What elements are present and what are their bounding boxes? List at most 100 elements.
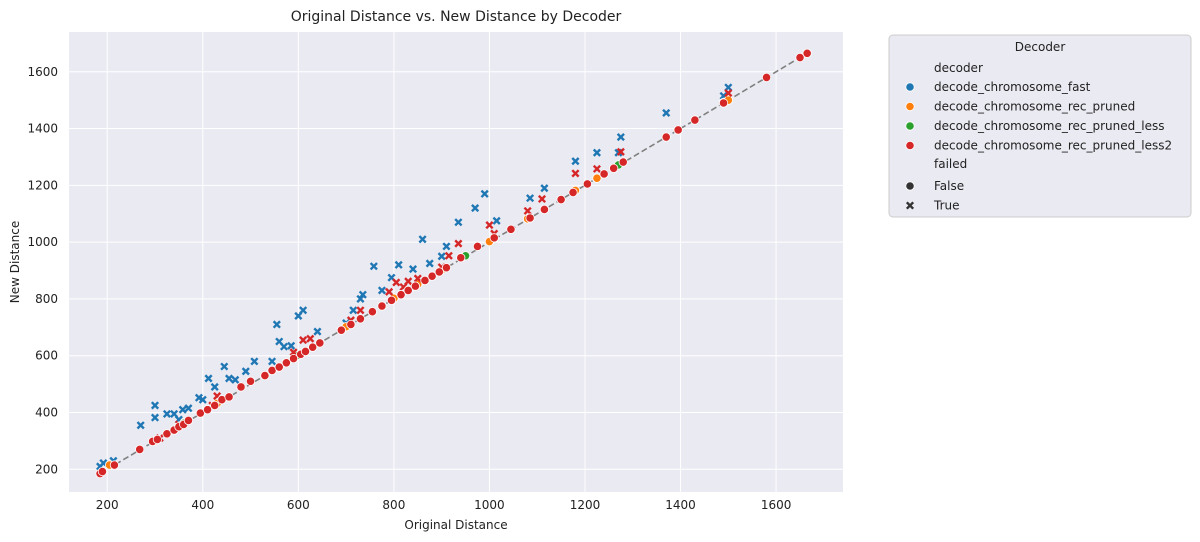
point-passed	[795, 52, 805, 63]
point-failed	[377, 286, 386, 295]
point-failed	[225, 374, 234, 383]
point-passed	[592, 173, 602, 183]
point-failed	[198, 395, 207, 404]
point-failed	[150, 413, 160, 422]
chart-title: Original Distance vs. New Distance by De…	[291, 9, 622, 25]
point-failed	[369, 262, 378, 271]
point-passed	[472, 241, 483, 251]
x-tick-label: 800	[382, 498, 405, 512]
point-passed	[315, 338, 325, 348]
legend-style-entries: False True	[905, 179, 964, 213]
x-tick-label: 600	[287, 498, 310, 512]
point-passed	[210, 400, 220, 410]
point-passed	[403, 285, 413, 295]
y-tick-label: 1400	[27, 122, 58, 136]
point-passed	[673, 125, 683, 135]
point-passed	[281, 358, 291, 368]
point-passed	[355, 314, 366, 324]
point-failed	[413, 274, 422, 283]
point-failed	[408, 265, 418, 274]
legend-box	[888, 34, 1192, 218]
point-failed	[616, 133, 625, 142]
legend-marker-True	[905, 201, 915, 210]
point-failed	[184, 404, 193, 413]
point-failed	[526, 194, 535, 203]
point-failed	[404, 277, 413, 286]
legend-heading-failed: failed	[934, 157, 967, 171]
point-passed	[539, 204, 549, 215]
point-failed	[210, 382, 219, 391]
point-failed	[306, 334, 315, 343]
point-failed	[178, 405, 187, 414]
point-passed	[420, 275, 430, 286]
point-failed	[523, 206, 532, 215]
x-tick-label: 1200	[570, 498, 601, 512]
point-passed	[599, 169, 609, 179]
point-passed	[802, 48, 812, 58]
point-passed	[761, 72, 772, 83]
legend-marker-False	[905, 181, 915, 191]
point-failed	[136, 421, 145, 430]
point-passed	[441, 263, 452, 273]
point-failed	[356, 306, 365, 315]
point-failed	[454, 239, 463, 248]
point-failed	[492, 216, 501, 225]
point-failed	[392, 278, 401, 287]
point-passed	[386, 295, 397, 305]
point-passed	[690, 115, 700, 125]
point-failed	[268, 357, 277, 366]
x-tick-label: 200	[96, 498, 119, 512]
legend-label-decode_chromosome_rec_pruned_less: decode_chromosome_rec_pruned_less	[934, 119, 1164, 133]
point-passed	[661, 132, 671, 142]
legend-marker-decode_chromosome_rec_pruned_less	[905, 121, 915, 131]
point-failed	[662, 108, 671, 117]
point-failed	[471, 204, 480, 213]
point-passed	[308, 342, 318, 352]
point-passed	[427, 271, 437, 281]
legend-marker-decode_chromosome_fast	[905, 82, 915, 92]
y-tick-label: 200	[35, 462, 58, 476]
point-passed	[260, 370, 270, 381]
point-passed	[236, 382, 246, 392]
point-failed	[616, 147, 625, 156]
point-failed	[425, 259, 434, 268]
point-failed	[356, 294, 365, 303]
point-passed	[396, 290, 406, 300]
point-failed	[385, 287, 394, 296]
point-passed	[618, 157, 628, 167]
point-failed	[220, 362, 229, 371]
point-passed	[556, 194, 566, 205]
legend-title: Decoder	[1015, 40, 1066, 54]
legend-heading-decoder: decoder	[934, 61, 983, 75]
point-passed	[300, 346, 311, 357]
legend: Decoder decoder decode_chromosome_fastde…	[888, 34, 1192, 218]
point-passed	[135, 444, 145, 455]
point-passed	[97, 466, 108, 477]
data-points	[95, 48, 812, 479]
point-passed	[367, 307, 377, 317]
point-failed	[724, 89, 733, 98]
point-failed	[571, 157, 580, 166]
y-tick-label: 600	[35, 349, 58, 363]
point-failed	[150, 401, 160, 410]
point-failed	[204, 374, 213, 383]
y-axis-label: New Distance	[8, 221, 22, 303]
point-failed	[480, 189, 489, 198]
point-failed	[231, 375, 240, 384]
legend-label-decode_chromosome_rec_pruned_less2: decode_chromosome_rec_pruned_less2	[934, 139, 1172, 153]
point-passed	[410, 281, 420, 291]
y-tick-label: 1000	[27, 235, 58, 249]
point-passed	[202, 405, 213, 415]
point-passed	[346, 319, 356, 330]
tick-labels: 200 400 600 800 1000 1200 1400 1600 200 400 600 800…	[27, 65, 791, 512]
point-failed	[287, 341, 296, 350]
x-tick-label: 1600	[761, 498, 792, 512]
x-axis-label: Original Distance	[404, 518, 507, 532]
point-failed	[418, 235, 427, 244]
legend-hue-entries: decode_chromosome_fast decode_chromosome_…	[905, 80, 1172, 153]
point-passed	[274, 362, 284, 372]
point-passed	[377, 301, 387, 311]
legend-label-decode_chromosome_rec_pruned: decode_chromosome_rec_pruned	[934, 100, 1135, 114]
point-failed	[272, 320, 281, 329]
